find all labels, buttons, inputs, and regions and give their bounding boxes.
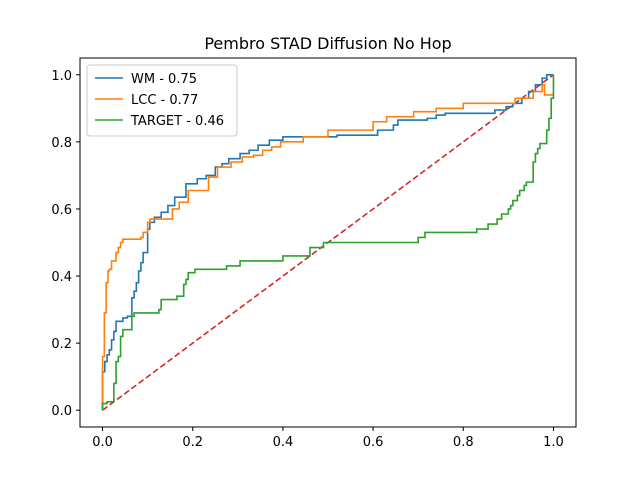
chart-title: Pembro STAD Diffusion No Hop <box>204 34 451 53</box>
x-tick-label: 0.4 <box>273 435 294 450</box>
series-line-1 <box>101 84 554 411</box>
x-tick-label: 0.6 <box>363 435 384 450</box>
x-tick-label: 0.2 <box>182 435 203 450</box>
x-tick-label: 1.0 <box>543 435 564 450</box>
y-tick-label: 0.4 <box>51 270 72 285</box>
plot-area: 0.0 0.2 0.4 0.6 0.8 1.0 0.0 0.2 0.4 0.6 0.8 1.0 <box>51 57 577 450</box>
legend-label: LCC - 0.77 <box>131 93 198 108</box>
y-tick-label: 0.0 <box>51 404 72 419</box>
series-line-2 <box>101 74 555 411</box>
series-layer <box>101 73 555 411</box>
legend-label: WM - 0.75 <box>131 72 197 87</box>
y-tick-label: 0.8 <box>51 136 72 151</box>
y-tick-label: 0.2 <box>51 337 72 352</box>
legend-label: TARGET - 0.46 <box>130 114 224 129</box>
legend: WM - 0.75 LCC - 0.77 TARGET - 0.46 <box>86 64 238 137</box>
y-tick-label: 1.0 <box>51 69 72 84</box>
x-tick-label: 0.8 <box>453 435 474 450</box>
x-tick-label: 0.0 <box>92 435 113 450</box>
legend-box <box>86 64 238 137</box>
axes-frame <box>79 57 577 428</box>
series-line-0 <box>101 73 554 411</box>
y-axis-ticks: 0.0 0.2 0.4 0.6 0.8 1.0 <box>51 69 80 419</box>
y-tick-label: 0.6 <box>51 203 72 218</box>
x-axis-ticks: 0.0 0.2 0.4 0.6 0.8 1.0 <box>92 427 564 450</box>
